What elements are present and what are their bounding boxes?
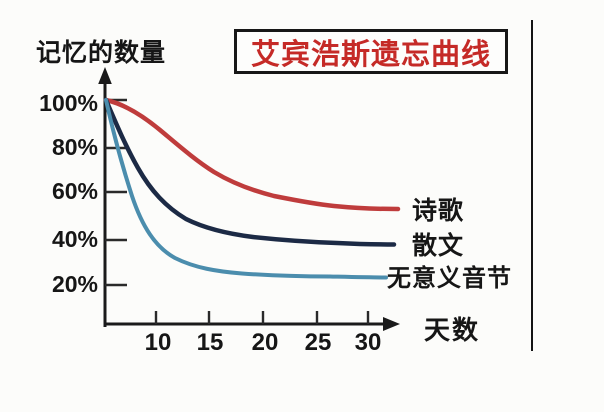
x-tick-label-10: 10 bbox=[144, 329, 172, 356]
y-axis-title: 记忆的数量 bbox=[36, 39, 167, 67]
y-axis-arrow-icon bbox=[98, 67, 112, 84]
curve-poetry bbox=[103, 97, 401, 212]
x-axis-arrow-icon bbox=[383, 317, 400, 331]
x-tick-label-25: 25 bbox=[304, 329, 332, 356]
curve-label-poetry: 诗歌 bbox=[412, 197, 465, 225]
y-tick-label-40: 40% bbox=[51, 226, 98, 252]
x-axis-title: 天数 bbox=[424, 315, 481, 345]
chart-title: 艾宾浩斯遗忘曲线 bbox=[250, 38, 491, 71]
curve-label-prose: 散文 bbox=[412, 232, 465, 260]
x-tick-marks bbox=[154, 311, 370, 324]
y-tick-label-60: 60% bbox=[51, 178, 98, 204]
x-tick-label-15: 15 bbox=[196, 329, 224, 356]
x-tick-label-20: 20 bbox=[251, 329, 279, 356]
curve-prose bbox=[103, 97, 397, 247]
y-tick-label-20: 20% bbox=[51, 271, 98, 297]
x-tick-label-30: 30 bbox=[354, 329, 382, 356]
curve-label-nonsense-syllables: 无意义音节 bbox=[387, 265, 512, 292]
y-tick-label-80: 80% bbox=[51, 134, 98, 160]
y-tick-label-100: 100% bbox=[39, 90, 98, 116]
curve-nonsense-syllables bbox=[104, 98, 388, 280]
chart-title-box: 艾宾浩斯遗忘曲线 bbox=[234, 29, 508, 74]
